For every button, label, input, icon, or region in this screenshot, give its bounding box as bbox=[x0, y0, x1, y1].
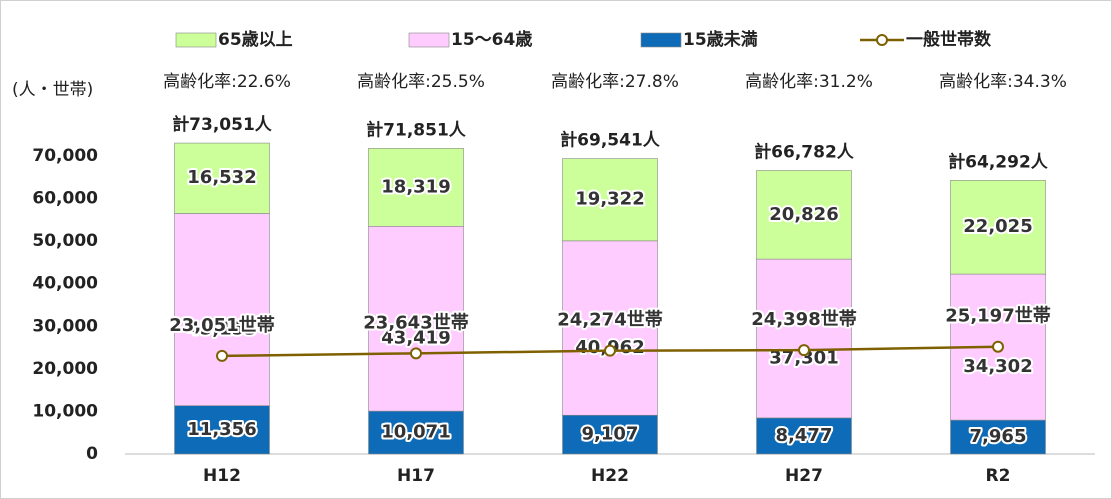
aging-label: 高齢化率:31.2% bbox=[745, 72, 873, 92]
value-label: 45,153 bbox=[187, 319, 256, 340]
x-tick-label: H17 bbox=[397, 466, 435, 486]
y-tick-label: 60,000 bbox=[32, 189, 98, 209]
line-marker bbox=[216, 349, 228, 362]
value-label: 24,274世帯 bbox=[557, 309, 662, 331]
legend-label: 15歳未満 bbox=[683, 29, 758, 50]
y-tick-label: 50,000 bbox=[32, 231, 98, 251]
aging-label: 高齢化率:34.3% bbox=[939, 72, 1067, 92]
value-label: 7,965 bbox=[970, 426, 1027, 447]
legend-swatch bbox=[640, 32, 682, 48]
bar-segment bbox=[562, 240, 658, 416]
bar-segment bbox=[562, 414, 658, 455]
value-label: 23,051世帯 bbox=[169, 314, 274, 336]
total-label: 計64,292人 bbox=[948, 151, 1049, 172]
y-tick-label: 0 bbox=[86, 444, 98, 464]
line-marker bbox=[992, 340, 1004, 353]
line-marker bbox=[410, 347, 422, 360]
aging-label: 高齢化率:22.6% bbox=[163, 72, 291, 92]
bar-segment bbox=[368, 225, 464, 412]
x-tick-label: H12 bbox=[203, 466, 241, 486]
bar-segment bbox=[174, 405, 270, 455]
value-label: 18,319 bbox=[381, 176, 450, 197]
x-tick-label: H27 bbox=[785, 466, 823, 486]
total-label: 計73,051人 bbox=[172, 114, 273, 135]
line-marker bbox=[604, 344, 616, 357]
bar-segment bbox=[756, 417, 852, 455]
value-label: 10,071 bbox=[381, 422, 450, 443]
value-label: 19,322 bbox=[575, 189, 644, 210]
y-tick-label: 10,000 bbox=[32, 401, 98, 421]
y-tick-label: 30,000 bbox=[32, 316, 98, 336]
legend-label: 一般世帯数 bbox=[906, 29, 992, 50]
y-tick-label: 20,000 bbox=[32, 359, 98, 379]
x-tick-label: H22 bbox=[591, 466, 629, 486]
legend-swatch bbox=[175, 32, 217, 48]
value-label: 22,025 bbox=[963, 216, 1032, 237]
x-tick-label: R2 bbox=[986, 466, 1011, 486]
total-label: 計71,851人 bbox=[366, 119, 467, 140]
legend-swatch bbox=[408, 32, 450, 48]
aging-label: 高齢化率:25.5% bbox=[357, 72, 485, 92]
value-label: 16,532 bbox=[187, 167, 256, 188]
value-label: 11,356 bbox=[187, 419, 256, 440]
value-label: 43,419 bbox=[381, 328, 450, 349]
legend-label: 15～64歳 bbox=[451, 29, 532, 50]
bar-segment bbox=[756, 170, 852, 260]
y-tick-label: 40,000 bbox=[32, 274, 98, 294]
value-label: 24,398世帯 bbox=[751, 308, 856, 330]
bar-segment bbox=[174, 213, 270, 406]
value-label: 25,197世帯 bbox=[945, 305, 1050, 327]
aging-label: 高齢化率:27.8% bbox=[551, 72, 679, 92]
value-label: 9,107 bbox=[582, 424, 639, 445]
total-label: 計69,541人 bbox=[560, 130, 661, 151]
bar-segment bbox=[756, 258, 852, 419]
line-marker bbox=[798, 344, 810, 357]
bar-segment bbox=[950, 179, 1046, 275]
bar-segment bbox=[950, 419, 1046, 455]
y-axis-label: (人・世帯) bbox=[12, 80, 93, 100]
total-label: 計66,782人 bbox=[754, 141, 855, 162]
value-label: 8,477 bbox=[776, 425, 833, 446]
bar-segment bbox=[174, 142, 270, 214]
bar-segment bbox=[368, 147, 464, 227]
value-label: 34,302 bbox=[963, 356, 1032, 377]
legend-marker bbox=[876, 34, 888, 46]
value-label: 20,826 bbox=[769, 204, 838, 225]
legend-label: 65歳以上 bbox=[218, 29, 293, 50]
bar-segment bbox=[562, 158, 658, 242]
y-tick-label: 70,000 bbox=[32, 146, 98, 166]
value-label: 23,643世帯 bbox=[363, 311, 468, 333]
